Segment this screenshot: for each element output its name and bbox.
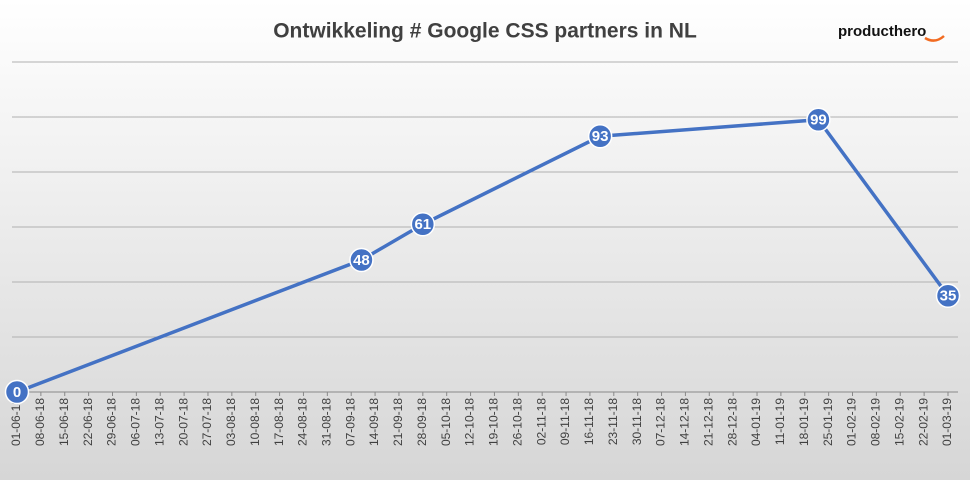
- marker: [4, 379, 30, 405]
- data-label: 0: [13, 384, 21, 401]
- x-tick-label: 14-09-18: [367, 398, 381, 446]
- x-tick-label: 16-11-18: [582, 398, 596, 445]
- x-tick-label: 11-01-19: [773, 398, 787, 445]
- x-tick-label: 01-06-18: [9, 398, 23, 446]
- x-tick-label: 08-06-18: [33, 398, 47, 446]
- x-tick-label: 02-11-18: [534, 398, 548, 445]
- x-tick-label: 19-10-18: [487, 398, 501, 446]
- x-tick-label: 24-08-18: [296, 398, 310, 446]
- x-tick-label: 13-07-18: [152, 398, 166, 446]
- marker: [935, 283, 961, 308]
- x-tick-label: 09-11-18: [558, 398, 572, 445]
- x-tick-label: 06-07-18: [129, 398, 143, 446]
- x-tick-label: 04-01-19: [749, 398, 763, 446]
- line: [16, 117, 950, 394]
- x-tick-label: 26-10-18: [510, 398, 524, 446]
- x-tick-label: 10-08-18: [248, 398, 262, 446]
- marker: [587, 124, 613, 149]
- x-tick-label: 01-03-19: [940, 398, 954, 446]
- x-tick-label: 08-02-19: [869, 398, 883, 446]
- x-tick-label: 20-07-18: [176, 398, 190, 446]
- x-tick-label: 15-02-19: [892, 398, 906, 446]
- x-tick-label: 27-07-18: [200, 398, 214, 446]
- x-tick-label: 05-10-18: [439, 398, 453, 446]
- data-label: 35: [940, 288, 957, 305]
- data-label: 93: [592, 128, 609, 145]
- x-tick-label: 17-08-18: [272, 398, 286, 446]
- x-tick-label: 07-12-18: [654, 398, 668, 446]
- x-tick-label: 12-10-18: [463, 398, 477, 446]
- data-label: 48: [353, 252, 370, 269]
- x-tick-label: 21-12-18: [701, 398, 715, 446]
- x-tick-label: 23-11-18: [606, 398, 620, 445]
- data-label: 99: [810, 112, 827, 129]
- x-tick-label: 14-12-18: [678, 398, 692, 446]
- x-tick-label: 25-01-19: [821, 398, 835, 446]
- marker: [806, 107, 831, 132]
- x-tick-label: 31-08-18: [320, 398, 334, 446]
- x-tick-label: 03-08-18: [224, 398, 238, 446]
- logo-swoosh: [924, 35, 945, 42]
- x-tick-label: 29-06-18: [105, 398, 119, 446]
- x-tick-label: 28-09-18: [415, 398, 429, 446]
- marker: [349, 247, 374, 273]
- x-tick-label: 15-06-18: [57, 398, 71, 446]
- x-tick-label: 18-01-19: [797, 398, 811, 446]
- logo: producthero: [838, 23, 926, 40]
- x-tick-label: 30-11-18: [630, 398, 644, 445]
- x-tick-label: 22-06-18: [81, 398, 95, 446]
- marker: [410, 212, 436, 237]
- x-tick-label: 22-02-19: [916, 398, 930, 446]
- x-tick-label: 01-02-19: [845, 398, 859, 446]
- x-tick-label: 07-09-18: [343, 398, 357, 446]
- chart-title: Ontwikkeling # Google CSS partners in NL: [273, 20, 697, 43]
- data-label: 61: [414, 216, 431, 233]
- x-tick-label: 28-12-18: [725, 398, 739, 446]
- x-tick-label: 21-09-18: [391, 398, 405, 446]
